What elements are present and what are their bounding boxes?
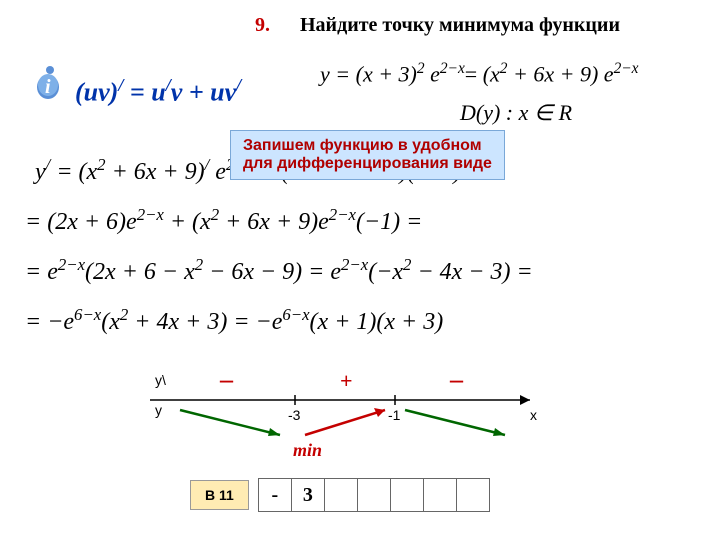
answer-cell-1: 3: [291, 478, 325, 512]
note-line1: Запишем функцию в удобном: [243, 137, 482, 154]
svg-text:-3: -3: [288, 407, 301, 423]
note-callout: Запишем функцию в удобном для дифференци…: [230, 130, 505, 180]
problem-title: Найдите точку минимума функции: [300, 14, 620, 37]
product-rule-formula: (uv)/ = u/v + uv/: [75, 75, 241, 108]
answer-cell-5: [423, 478, 457, 512]
svg-text:+: +: [340, 368, 353, 393]
answer-cell-0: -: [258, 478, 292, 512]
svg-text:y\: y\: [155, 372, 166, 388]
derivation-line-3: = e2−x(2x + 6 − x2 − 6x − 9) = e2−x(−x2 …: [25, 255, 533, 286]
answer-cell-3: [357, 478, 391, 512]
answer-cell-6: [456, 478, 490, 512]
answer-cell-4: [390, 478, 424, 512]
info-icon: i: [30, 65, 66, 101]
answer-badge: В 11: [190, 480, 249, 510]
svg-text:y: y: [155, 402, 162, 418]
problem-number: 9.: [255, 14, 270, 37]
sign-chart: -3 -1 x y\ y – + –: [120, 360, 550, 450]
domain-text: D(y) : x ∈ R: [460, 100, 572, 126]
svg-text:–: –: [219, 365, 234, 394]
derivation-line-4: = −e6−x(x2 + 4x + 3) = −e6−x(x + 1)(x + …: [25, 305, 443, 336]
svg-text:-1: -1: [388, 407, 401, 423]
svg-text:–: –: [449, 365, 464, 394]
svg-text:x: x: [530, 407, 537, 423]
svg-text:i: i: [45, 76, 51, 98]
derivation-line-2: = (2x + 6)e2−x + (x2 + 6x + 9)e2−x(−1) =: [25, 205, 422, 236]
function-definition: y = (x + 3)2 e2−x= (x2 + 6x + 9) e2−x: [320, 60, 639, 87]
answer-row: В 11 - 3: [190, 478, 490, 512]
answer-cell-2: [324, 478, 358, 512]
min-label: min: [293, 440, 322, 461]
note-line2: для дифференцирования виде: [243, 155, 492, 172]
